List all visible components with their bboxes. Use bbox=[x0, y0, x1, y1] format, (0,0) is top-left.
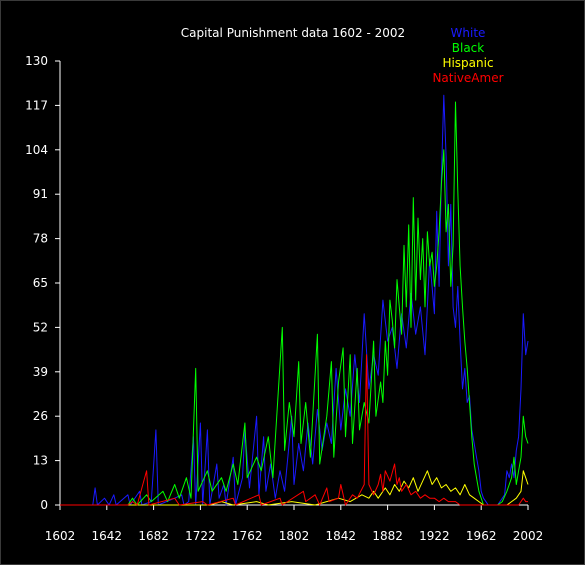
x-tick-label: 1682 bbox=[138, 529, 169, 543]
legend-item-nativeamer: NativeAmer bbox=[432, 71, 503, 85]
y-tick-label: 78 bbox=[33, 232, 48, 246]
x-tick-label: 1722 bbox=[185, 529, 216, 543]
legend-item-black: Black bbox=[452, 41, 485, 55]
series-layer bbox=[60, 94, 529, 506]
series-line-white bbox=[60, 94, 529, 506]
chart-title: Capital Punishment data 1602 - 2002 bbox=[181, 26, 405, 40]
y-tick-label: 91 bbox=[33, 187, 48, 201]
x-tick-label: 1922 bbox=[419, 529, 450, 543]
x-tick-label: 1962 bbox=[466, 529, 497, 543]
y-tick-label: 13 bbox=[33, 454, 48, 468]
legend-item-white: White bbox=[451, 26, 486, 40]
y-tick-label: 52 bbox=[33, 320, 48, 334]
x-tick-label: 1882 bbox=[372, 529, 403, 543]
x-tick-label: 2002 bbox=[513, 529, 544, 543]
x-tick-label: 1842 bbox=[326, 529, 357, 543]
x-tick-label: 1642 bbox=[92, 529, 123, 543]
y-tick-label: 130 bbox=[25, 54, 48, 68]
series-line-nativeamer bbox=[60, 354, 528, 506]
legend-item-hispanic: Hispanic bbox=[442, 56, 493, 70]
y-tick-label: 104 bbox=[25, 143, 48, 157]
chart-axes: 0 13 26 39 52 65 78 91 104 117 130 1602 1642 1682 1722… bbox=[25, 54, 543, 543]
y-tick-label: 117 bbox=[25, 98, 48, 112]
series-line-black bbox=[60, 101, 529, 506]
y-tick-label: 39 bbox=[33, 365, 48, 379]
x-tick-label: 1802 bbox=[279, 529, 310, 543]
y-tick-label: 65 bbox=[33, 276, 48, 290]
x-tick-label: 1602 bbox=[45, 529, 76, 543]
x-tick-label: 1762 bbox=[232, 529, 263, 543]
y-tick-label: 26 bbox=[33, 409, 48, 423]
y-tick-label: 0 bbox=[40, 498, 48, 512]
